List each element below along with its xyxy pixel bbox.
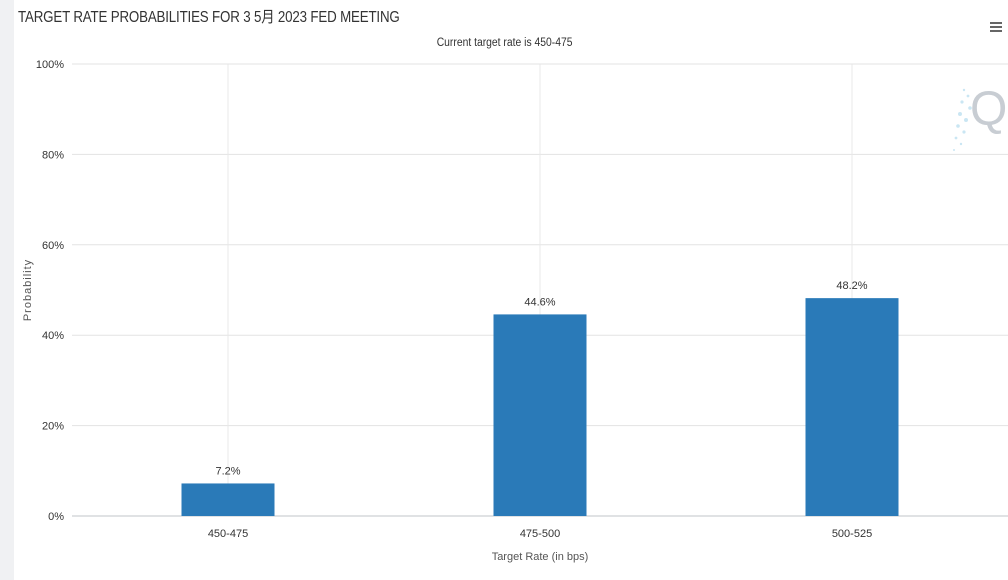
x-tick-label: 500-525 (832, 528, 872, 540)
y-tick-labels: 0% 20% 40% 60% 80% 100% (36, 59, 64, 523)
x-tick-label: 475-500 (520, 528, 560, 540)
data-labels: 7.2% 44.6% 48.2% (215, 280, 867, 477)
data-label: 7.2% (215, 465, 240, 477)
bars (181, 298, 899, 516)
left-edge-strip (0, 0, 14, 580)
bar-450-475[interactable] (181, 483, 275, 516)
y-tick-label: 20% (42, 421, 64, 433)
chart-title: TARGET RATE PROBABILITIES FOR 3 5月 2023 … (18, 9, 400, 26)
y-axis-title: Probability (22, 259, 34, 321)
y-tick-label: 40% (42, 330, 64, 342)
hamburger-menu-icon[interactable] (990, 22, 1002, 34)
y-tick-label: 0% (48, 511, 64, 523)
x-tick-labels: 450-475 475-500 500-525 (208, 528, 872, 540)
x-axis-title: Target Rate (in bps) (492, 551, 589, 563)
x-tick-label: 450-475 (208, 528, 248, 540)
data-label: 44.6% (524, 296, 555, 308)
bar-475-500[interactable] (493, 314, 587, 516)
y-tick-label: 100% (36, 59, 64, 71)
q-watermark-icon: Q (950, 80, 1007, 160)
y-tick-label: 60% (42, 240, 64, 252)
bar-500-525[interactable] (805, 298, 899, 516)
y-tick-label: 80% (42, 149, 64, 161)
data-label: 48.2% (836, 280, 867, 292)
chart-subtitle: Current target rate is 450-475 (436, 37, 573, 49)
